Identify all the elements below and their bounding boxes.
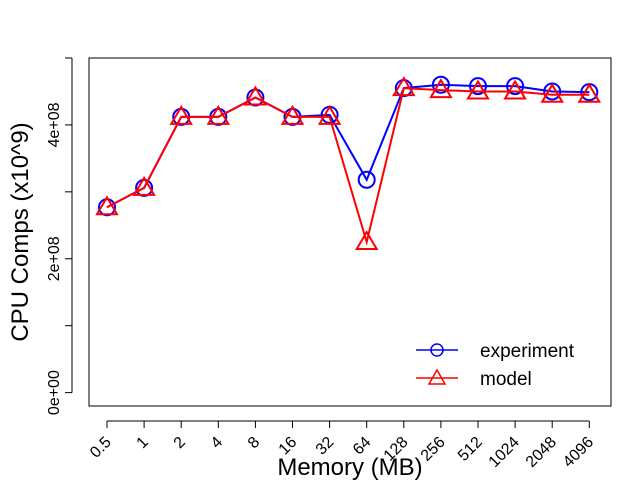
x-tick-label: 2 [171,434,189,452]
model-point [354,230,379,251]
legend-marker-experiment [430,343,444,357]
x-tick-label: 4096 [560,434,597,471]
x-tick-label: 512 [455,434,486,465]
model-point [392,76,416,97]
x-tick-label: 4 [208,434,226,452]
y-axis: 0e+00 2e+08 4e+08 [46,57,73,415]
x-tick-label: 0.5 [87,434,115,462]
experiment-line [106,83,590,209]
model-point [503,79,527,100]
experiment-point [431,75,450,94]
model-point [280,104,305,125]
legend-label-experiment: experiment [480,341,575,362]
model-point [95,195,119,216]
model-point [243,85,268,106]
model-point [206,104,231,125]
y-tick-label: 2e+08 [46,236,63,281]
model-point [540,82,564,103]
legend-marker-model [427,368,447,385]
model-point [466,79,490,100]
x-tick-label: 1024 [486,434,523,471]
model-point [169,104,193,125]
y-tick-label: 0e+00 [46,370,63,415]
y-axis-title: CPU Comps (x10^9) [7,122,34,341]
experiment-point [506,77,525,96]
plot-box [88,57,612,407]
experiment-point [469,77,487,96]
x-tick-label: 8 [245,434,263,452]
y-tick-label: 4e+08 [46,102,63,147]
model-point [577,82,602,103]
experiment-point [357,170,376,189]
model-point [317,104,342,125]
model-point [132,175,156,196]
x-axis-title: Memory (MB) [277,454,422,480]
model-point [429,78,453,99]
legend-label-model: model [480,369,532,390]
legend: experiment model [416,341,575,390]
x-tick-label: 1 [134,434,152,452]
x-tick-label: 2048 [523,434,560,471]
series-layer [95,75,602,251]
